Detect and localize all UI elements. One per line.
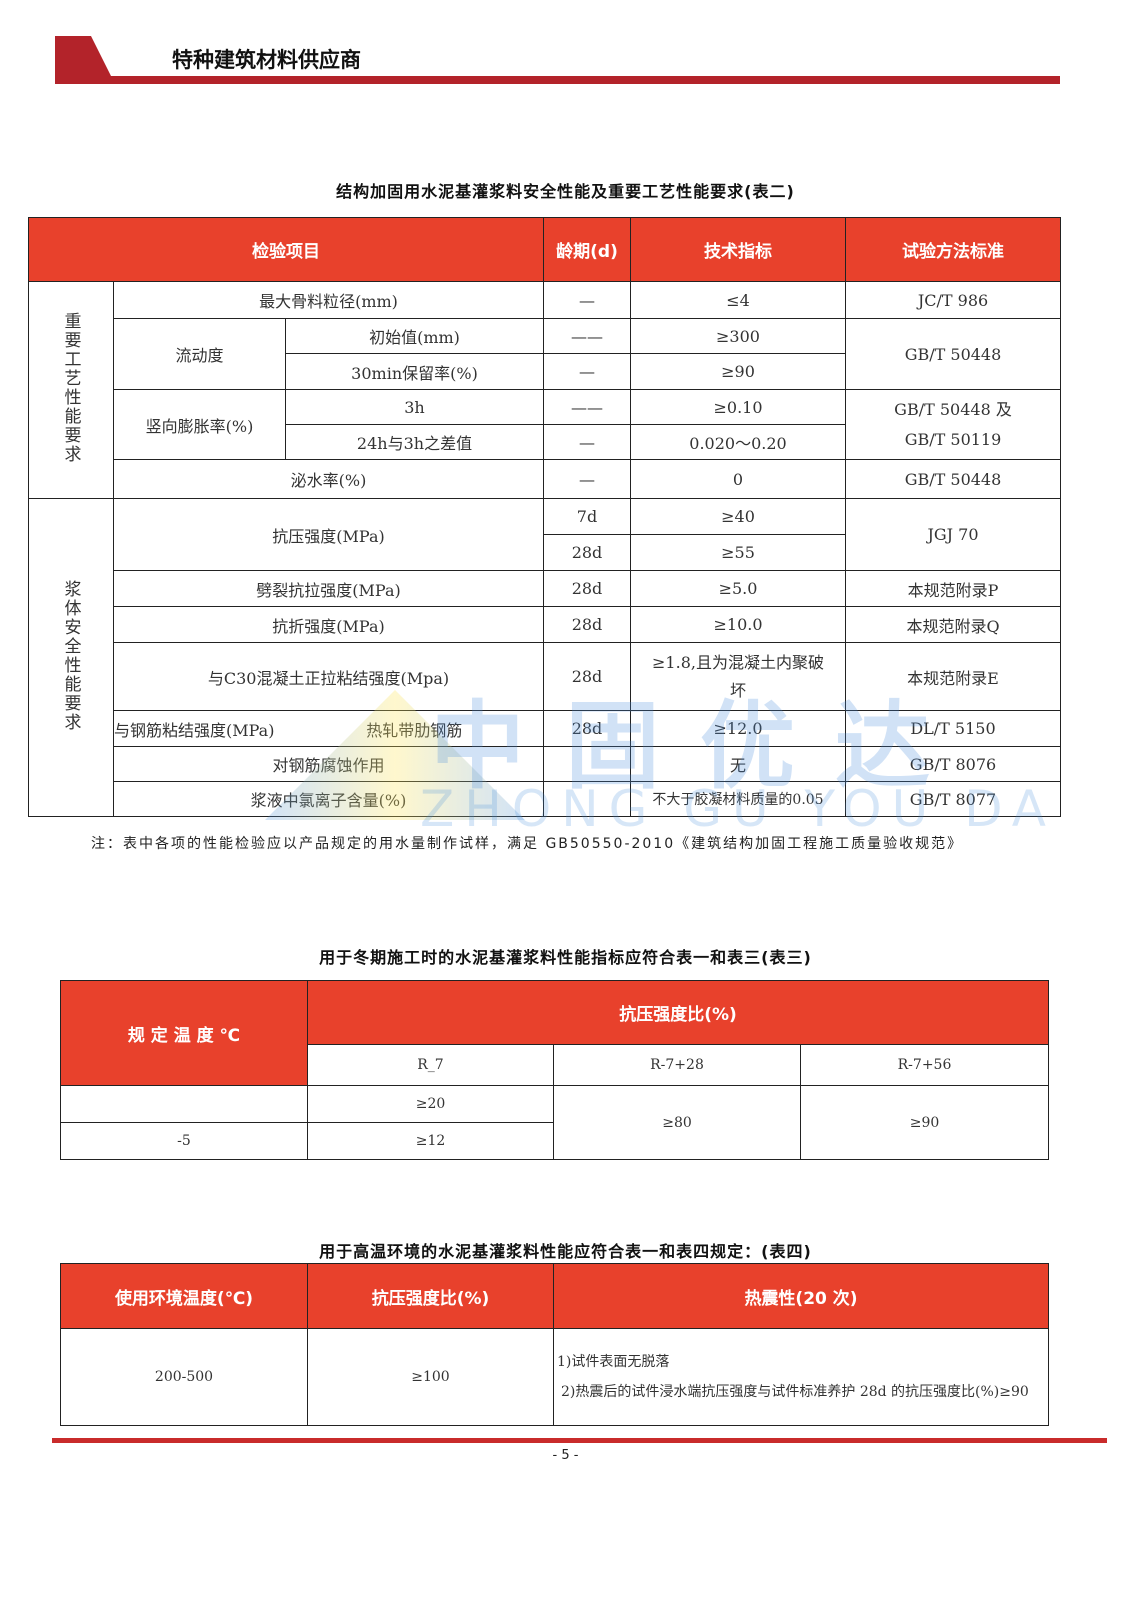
cell: 本规范附录P xyxy=(845,570,1061,607)
table3: 规 定 温 度 ℃ 抗压强度比(%) R_7 R-7+28 R-7+56 ≥20 ≥80… xyxy=(60,980,1050,1160)
th-r7: R_7 xyxy=(307,1044,554,1086)
cell: GB/T 8076 xyxy=(845,746,1061,782)
th-env-temp: 使用环境温度(℃) xyxy=(60,1263,308,1329)
cell: 抗折强度(MPa) xyxy=(113,606,544,643)
cell: 24h与3h之差值 xyxy=(285,424,544,460)
cell: 28d xyxy=(543,606,631,643)
cell: ≥5.0 xyxy=(630,570,846,607)
cell: GB/T 50448 xyxy=(845,318,1061,390)
cell: ≥300 xyxy=(630,318,846,354)
cell: 无 xyxy=(630,746,846,782)
cell: 28d xyxy=(543,570,631,607)
cell: 抗压强度(MPa) xyxy=(113,498,544,571)
table2-caption: 结构加固用水泥基灌浆料安全性能及重要工艺性能要求(表二) xyxy=(336,182,795,201)
cell: 200-500 xyxy=(60,1328,308,1426)
th-item: 检验项目 xyxy=(28,217,544,282)
cell: DL/T 5150 xyxy=(845,710,1061,747)
cell: ≥10.0 xyxy=(630,606,846,643)
header-title: 特种建筑材料供应商 xyxy=(172,48,361,72)
table4: 使用环境温度(℃) 抗压强度比(%) 热震性(20 次) 200-500 ≥100 1… xyxy=(60,1263,1049,1426)
cell: 7d xyxy=(543,498,631,535)
cell: 对钢筋腐蚀作用 xyxy=(113,746,544,782)
cell: 初始值(mm) xyxy=(285,318,544,354)
cell: GB/T 8077 xyxy=(845,781,1061,817)
cell xyxy=(543,781,631,817)
cell: 竖向膨胀率(%) xyxy=(113,389,286,460)
cell: — xyxy=(543,459,631,499)
cell: GB/T 50448 xyxy=(845,459,1061,499)
cell: — xyxy=(543,281,631,319)
cell: 劈裂抗拉强度(MPa) xyxy=(113,570,544,607)
cell: ≥1.8,且为混凝土内聚破坏 xyxy=(630,642,846,711)
cell: 28d xyxy=(543,642,631,711)
cell: 本规范附录E xyxy=(845,642,1061,711)
footer-rule xyxy=(52,1438,1107,1443)
watermark-cn: 中固优达 xyxy=(430,692,971,802)
cell: -5 xyxy=(60,1122,308,1160)
cell: GB/T 50448 及 GB/T 50119 xyxy=(845,389,1061,460)
cell: ≥12.0 xyxy=(630,710,846,747)
table2: 检验项目 龄期(d) 技术指标 试验方法标准 重要工艺性能要求 最大骨料粒径(mm) — ≤… xyxy=(28,217,1061,817)
cell: ≥90 xyxy=(799,1085,1050,1160)
th-r7-56: R-7+56 xyxy=(799,1044,1050,1086)
watermark-en: ZHONG GU YOU DA xyxy=(420,780,1056,838)
cell: 本规范附录Q xyxy=(845,606,1061,643)
cell: 与钢筋粘结强度(MPa) xyxy=(113,710,286,747)
cell: 不大于胶凝材料质量的0.05 xyxy=(630,781,846,817)
page-number: - 5 - xyxy=(552,1448,579,1463)
cell: —— xyxy=(543,318,631,354)
cell: 28d xyxy=(543,710,631,747)
th-thermal-shock: 热震性(20 次) xyxy=(553,1263,1049,1329)
th-index: 技术指标 xyxy=(630,217,846,282)
th-method: 试验方法标准 xyxy=(845,217,1061,282)
cell: ≥55 xyxy=(630,534,846,571)
cell: 0 xyxy=(630,459,846,499)
cell: —— xyxy=(543,389,631,425)
th-r7-28: R-7+28 xyxy=(553,1044,801,1086)
cell: 28d xyxy=(543,534,631,571)
cell: ≥40 xyxy=(630,498,846,535)
cell: JC/T 986 xyxy=(845,281,1061,319)
cell: — xyxy=(543,353,631,390)
cell: ≥0.10 xyxy=(630,389,846,425)
th-strength-ratio: 抗压强度比(%) xyxy=(307,1263,554,1329)
table3-caption: 用于冬期施工时的水泥基灌浆料性能指标应符合表一和表三(表三) xyxy=(319,948,812,967)
cell: 3h xyxy=(285,389,544,425)
cell: JGJ 70 xyxy=(845,498,1061,571)
cell: ≥100 xyxy=(307,1328,554,1426)
cell: 流动度 xyxy=(113,318,286,390)
cell: ≥12 xyxy=(307,1122,554,1160)
thermal-line-1: 1)试件表面无脱落 xyxy=(557,1354,670,1370)
cell xyxy=(543,746,631,782)
cell: ≥90 xyxy=(630,353,846,390)
cell: 30min保留率(%) xyxy=(285,353,544,390)
table4-caption: 用于高温环境的水泥基灌浆料性能应符合表一和表四规定：(表四) xyxy=(319,1242,812,1261)
table2-note: 注：表中各项的性能检验应以产品规定的用水量制作试样，满足 GB50550-201… xyxy=(91,836,964,852)
th-age: 龄期(d) xyxy=(543,217,631,282)
cell: 泌水率(%) xyxy=(113,459,544,499)
thermal-line-2: 2)热震后的试件浸水端抗压强度与试件标准养护 28d 的抗压强度比(%)≥90 xyxy=(561,1384,1029,1400)
th-strength-ratio: 抗压强度比(%) xyxy=(306,980,1050,1045)
header-rule xyxy=(55,76,1060,84)
cell: 最大骨料粒径(mm) xyxy=(113,281,544,319)
cell: — xyxy=(543,424,631,460)
group-safety: 浆体安全性能要求 xyxy=(28,498,114,817)
group-process: 重要工艺性能要求 xyxy=(28,281,114,499)
thermal-cell: 1)试件表面无脱落 2)热震后的试件浸水端抗压强度与试件标准养护 28d 的抗压强… xyxy=(553,1328,1049,1426)
cell: 浆液中氯离子含量(%) xyxy=(113,781,544,817)
cell xyxy=(60,1085,308,1123)
cell: ≥80 xyxy=(553,1085,801,1160)
cell: 0.020～0.20 xyxy=(630,424,846,460)
th-temperature: 规 定 温 度 ℃ xyxy=(60,980,308,1086)
cell: ≤4 xyxy=(630,281,846,319)
cell: ≥20 xyxy=(307,1085,554,1123)
